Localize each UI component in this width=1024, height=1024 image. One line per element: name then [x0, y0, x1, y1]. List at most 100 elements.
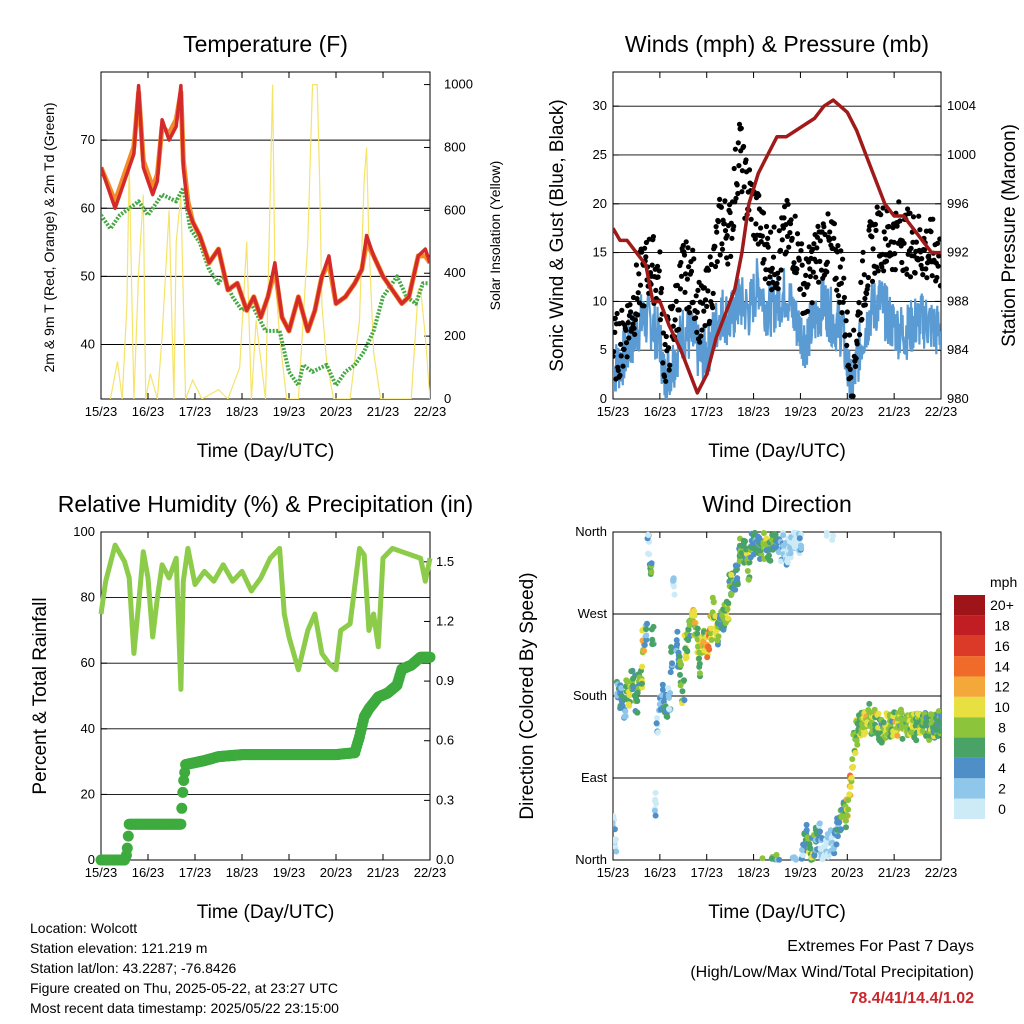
gust-point [714, 229, 720, 235]
gust-point [841, 275, 847, 281]
y-tick-label: 10 [593, 293, 607, 308]
direction-point [736, 558, 743, 564]
direction-point [806, 841, 813, 848]
gust-point [714, 259, 720, 265]
gust-point [680, 242, 686, 249]
direction-point [630, 675, 637, 682]
y2-tick-label: 800 [444, 139, 466, 154]
direction-point [898, 710, 905, 717]
gust-point [841, 294, 848, 301]
gust-point [701, 308, 707, 314]
y-tick-label: 80 [81, 590, 95, 605]
gust-point [844, 309, 850, 315]
x-tick-label: 20/23 [831, 404, 864, 419]
gust-point [814, 234, 821, 240]
gust-point [613, 353, 616, 359]
gust-point [835, 243, 841, 249]
gust-point [869, 278, 876, 284]
gust-point [748, 216, 754, 222]
colorbar-label: 0 [998, 801, 1006, 817]
direction-point [669, 660, 675, 667]
gust-point [785, 201, 791, 207]
y-axis-label: Sonic Wind & Gust (Blue, Black) [547, 99, 568, 371]
gust-point [619, 307, 625, 313]
direction-point [621, 713, 628, 720]
x-tick-label: 21/23 [367, 404, 400, 419]
y-tick-label: North [575, 852, 607, 867]
precip-point [176, 802, 188, 814]
gust-point [700, 300, 706, 306]
y-tick-label: 40 [81, 721, 95, 736]
gust-point [690, 299, 696, 305]
gust-point [677, 286, 684, 292]
colorbar-label: 14 [994, 658, 1010, 674]
direction-point [630, 685, 637, 691]
direction-point [691, 619, 698, 626]
gust-point [847, 332, 853, 338]
y2-tick-label: 980 [947, 391, 969, 406]
gust-point [657, 249, 663, 255]
direction-point [845, 806, 852, 813]
x-tick-label: 18/23 [226, 404, 259, 419]
gust-point [713, 224, 719, 230]
wind-speed-line [613, 258, 941, 399]
direction-point [668, 648, 675, 655]
colorbar-swatch [954, 635, 985, 657]
colorbar-swatch [954, 595, 985, 616]
direction-point [799, 846, 805, 853]
gust-point [624, 354, 630, 360]
y2-tick-label: 1.2 [436, 613, 454, 628]
gust-point [798, 248, 804, 254]
gust-point [662, 341, 668, 348]
y2-tick-label: 992 [947, 245, 969, 260]
gust-point [743, 157, 749, 163]
direction-point [745, 576, 752, 583]
gust-point [923, 266, 929, 272]
y2-tick-label: 1004 [947, 98, 976, 113]
gust-point [817, 258, 823, 264]
gust-point [930, 216, 936, 222]
gust-point [738, 125, 744, 131]
direction-point [659, 681, 666, 688]
direction-point [639, 663, 646, 670]
direction-point [653, 720, 660, 727]
gust-point [848, 374, 854, 380]
direction-point [798, 545, 805, 552]
precip-point [178, 775, 190, 786]
gust-point [892, 251, 898, 257]
gust-point [816, 279, 822, 285]
gust-point [718, 204, 725, 210]
gust-point [899, 259, 905, 266]
wind-direction-panel: 15/23 16/23 17/23 18/23 19/23 20/23 21/23 22/23… [517, 491, 957, 923]
gust-point [837, 264, 843, 270]
gust-point [853, 355, 859, 361]
temperature-2m-line [101, 83, 430, 333]
direction-point [641, 642, 648, 648]
gust-point [775, 286, 781, 292]
direction-point [670, 583, 677, 590]
direction-point [671, 591, 678, 598]
gust-point [693, 293, 699, 299]
x-tick-label: 15/23 [85, 404, 118, 419]
direction-point [659, 686, 666, 693]
insolation-line [109, 84, 430, 399]
gust-point [620, 363, 626, 369]
direction-point [834, 833, 841, 840]
gust-point [910, 214, 917, 220]
y-tick-label: South [573, 688, 607, 703]
gust-point [870, 246, 876, 252]
gust-point [702, 297, 709, 303]
gust-point [625, 320, 631, 326]
direction-point [803, 821, 810, 828]
gust-point [663, 333, 669, 340]
gust-point [705, 267, 712, 273]
direction-point [654, 715, 660, 721]
direction-point [799, 852, 806, 859]
x-tick-label: 19/23 [273, 404, 306, 419]
gust-point [617, 372, 623, 378]
direction-point [759, 855, 766, 862]
gust-point [840, 299, 846, 305]
x-axis-label: Time (Day/UTC) [708, 441, 846, 462]
direction-point [707, 630, 714, 636]
gust-point [771, 224, 777, 230]
